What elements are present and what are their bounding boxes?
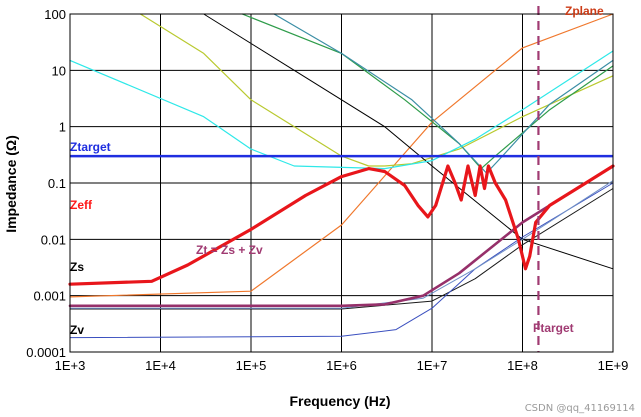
series-bulk-cap-line bbox=[203, 13, 614, 270]
x-tick-label: 1E+7 bbox=[417, 358, 448, 373]
series-cap-high-esr-line bbox=[139, 13, 614, 167]
y-tick-label: 10 bbox=[52, 63, 66, 78]
y-tick-label: 0.0001 bbox=[26, 345, 66, 360]
series-cap-low-esr-line bbox=[273, 13, 614, 174]
zeff-label: Zeff bbox=[70, 198, 93, 212]
y-axis-title: Impedance (Ω) bbox=[3, 135, 19, 233]
y-tick-label: 1 bbox=[59, 120, 66, 135]
x-tick-label: 1E+4 bbox=[145, 358, 176, 373]
ztarget-label: Ztarget bbox=[70, 140, 111, 154]
y-tick-label: 100 bbox=[44, 7, 66, 22]
series-zv-line bbox=[69, 182, 614, 339]
series-cap-cyan-line bbox=[69, 50, 614, 170]
x-axis-title: Frequency (Hz) bbox=[289, 393, 390, 409]
series-zt-line bbox=[68, 164, 615, 308]
x-tick-label: 1E+3 bbox=[55, 358, 86, 373]
plot-frame bbox=[69, 13, 614, 353]
series-group bbox=[68, 13, 615, 339]
x-tick-label: 1E+9 bbox=[598, 358, 629, 373]
x-tick-label: 1E+5 bbox=[236, 358, 267, 373]
zv-label: Zv bbox=[70, 323, 84, 337]
tick-labels: 1E+3 1E+4 1E+5 1E+6 1E+7 1E+8 1E+9 0.0001 0.001 0… bbox=[26, 7, 628, 373]
ftarget-label: Ftarget bbox=[533, 321, 574, 335]
series-zv-alt-line bbox=[69, 180, 614, 309]
zplane-label: Zplane bbox=[565, 4, 604, 18]
series-zeff-line bbox=[68, 164, 615, 286]
x-tick-label: 1E+6 bbox=[326, 358, 357, 373]
y-tick-label: 0.01 bbox=[41, 232, 66, 247]
x-tick-label: 1E+8 bbox=[507, 358, 538, 373]
zt-label: Zt = Zs + Zv bbox=[196, 243, 263, 257]
watermark: CSDN @qq_41169114 bbox=[524, 403, 635, 414]
zs-label: Zs bbox=[70, 260, 84, 274]
y-tick-label: 0.001 bbox=[33, 289, 66, 304]
y-tick-label: 0.1 bbox=[48, 176, 66, 191]
reference-lines bbox=[70, 6, 613, 352]
